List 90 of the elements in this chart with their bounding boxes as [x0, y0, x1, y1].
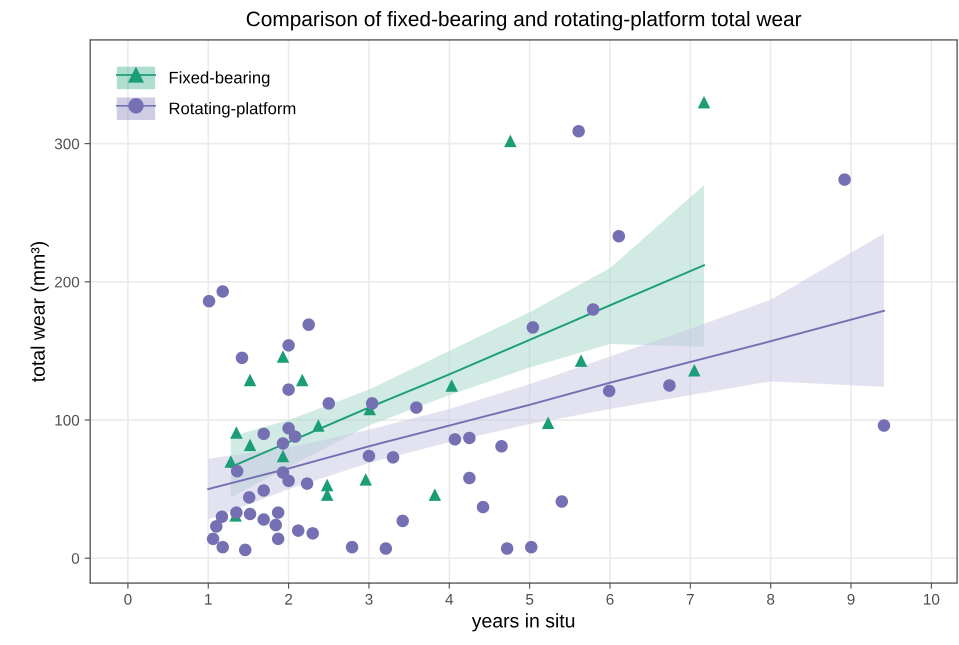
line-series [207, 310, 885, 490]
point [272, 506, 284, 519]
y-tick-label: 100 [55, 414, 80, 426]
point [663, 379, 676, 392]
point [410, 401, 423, 414]
point [300, 477, 314, 490]
point [216, 510, 228, 523]
point [282, 474, 295, 488]
point [386, 451, 400, 464]
point [838, 173, 851, 186]
point [542, 416, 554, 430]
point [282, 383, 295, 396]
point [366, 397, 378, 410]
point [242, 491, 256, 504]
point [362, 450, 376, 462]
point [216, 540, 229, 554]
point [282, 339, 295, 352]
point [296, 374, 309, 386]
point [346, 540, 358, 554]
point [500, 542, 514, 555]
point [210, 520, 223, 533]
point [586, 303, 600, 316]
point [448, 433, 462, 446]
point [292, 524, 304, 537]
point [380, 542, 392, 555]
point [476, 500, 490, 514]
point [396, 514, 409, 528]
point [698, 96, 710, 108]
point [244, 374, 256, 386]
x-tick-label: 7 [686, 594, 694, 605]
point [238, 544, 252, 556]
point [288, 430, 302, 443]
point [878, 419, 890, 432]
point [244, 438, 256, 452]
point [322, 397, 336, 410]
point [688, 364, 701, 377]
y-tick-label: 300 [54, 138, 80, 150]
y-tick-label: 0 [72, 553, 80, 564]
point [272, 532, 284, 546]
point [428, 488, 442, 501]
point [269, 518, 282, 532]
point [556, 495, 568, 508]
point [206, 532, 220, 546]
y-tick-label: 200 [55, 276, 80, 288]
point [276, 450, 290, 462]
point [216, 285, 229, 298]
legend-label: Rotating-platform [170, 102, 296, 118]
x-tick-label: 9 [847, 594, 855, 605]
point [359, 473, 372, 486]
y-axis-title: total wear (mm³) [30, 242, 49, 382]
point [463, 472, 476, 484]
x-axis-title: years in situ [472, 613, 574, 632]
point [445, 379, 458, 392]
x-tick-label: 10 [924, 594, 940, 605]
point [276, 350, 290, 363]
x-tick-label: 2 [285, 594, 292, 605]
point [572, 124, 585, 138]
point [276, 437, 290, 450]
point [302, 318, 315, 331]
point [612, 230, 626, 242]
point [236, 352, 248, 364]
x-tick-label: 4 [445, 594, 454, 605]
point [574, 354, 588, 367]
x-tick-label: 1 [205, 594, 212, 605]
point [602, 384, 616, 398]
point [230, 426, 243, 439]
point [202, 294, 216, 308]
point [306, 527, 319, 540]
point [312, 419, 325, 432]
point [230, 464, 244, 478]
point [282, 422, 295, 435]
x-tick-label: 0 [124, 594, 132, 605]
point [463, 432, 476, 444]
point [257, 428, 270, 440]
point [495, 440, 508, 453]
point [224, 455, 237, 468]
x-tick-label: 8 [767, 594, 774, 605]
x-tick-label: 3 [365, 594, 373, 605]
x-tick-label: 6 [606, 594, 614, 605]
point [320, 478, 334, 492]
legend-label: Fixed-bearing [170, 71, 270, 87]
x-tick-label: 5 [526, 594, 534, 605]
point [257, 513, 270, 526]
point [230, 506, 243, 519]
chart-title: Comparison of fixed-bearing and rotating-platform total wear [246, 11, 802, 30]
point [526, 321, 540, 334]
point [257, 484, 270, 497]
point [524, 540, 538, 554]
point [244, 508, 256, 520]
point [504, 134, 517, 148]
